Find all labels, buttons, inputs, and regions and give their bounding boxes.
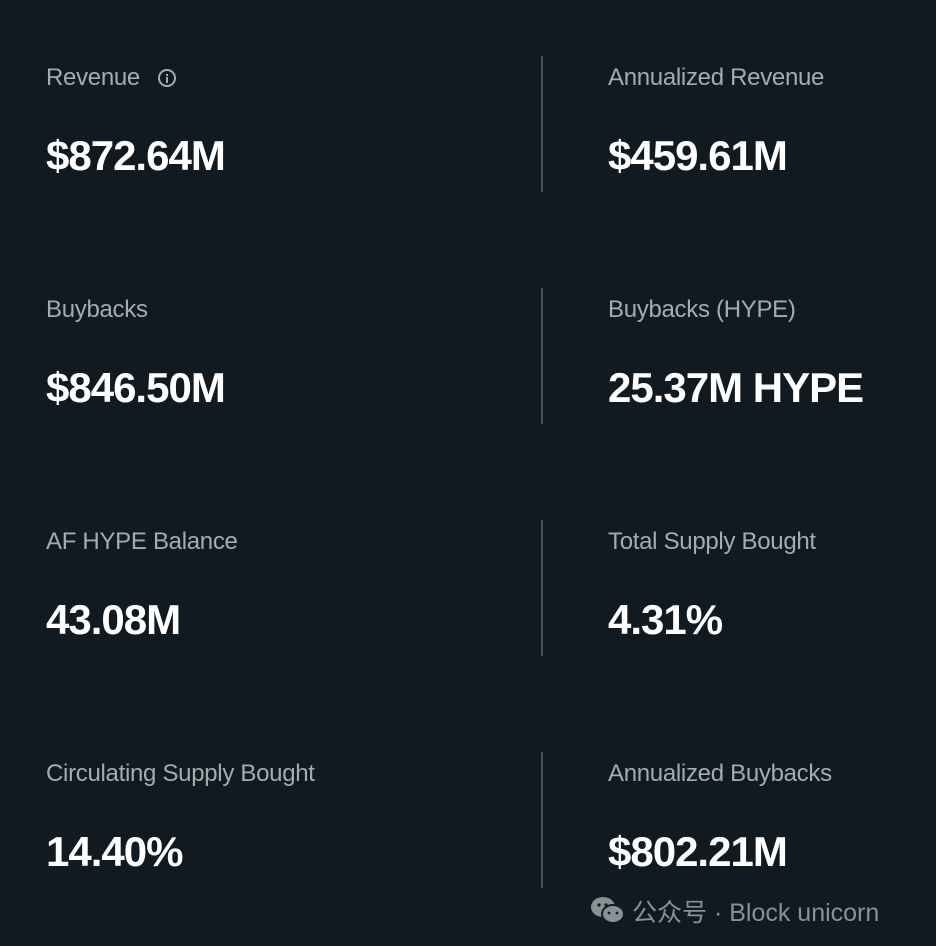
- watermark-text: 公众号 · Block unicorn: [632, 899, 880, 927]
- divider: [541, 56, 543, 192]
- metric-label: Annualized Buybacks: [608, 760, 832, 787]
- divider: [541, 520, 543, 656]
- metric-row: AF HYPE Balance 43.08M Total Supply Boug…: [0, 520, 936, 656]
- wechat-icon: [591, 897, 625, 924]
- divider: [541, 288, 543, 424]
- metric-label: AF HYPE Balance: [46, 528, 238, 555]
- metric-row: Buybacks $846.50M Buybacks (HYPE) 25.37M…: [0, 288, 936, 424]
- divider: [541, 752, 543, 888]
- metric-value: 43.08M: [46, 596, 181, 643]
- metric-label: Total Supply Bought: [608, 528, 816, 555]
- metric-row: Circulating Supply Bought 14.40% Annuali…: [0, 752, 936, 888]
- metric-value: 4.31%: [608, 596, 723, 643]
- metric-row: Revenue $872.64M Annualized Revenue $459…: [0, 56, 936, 192]
- metric-value: 25.37M HYPE: [608, 364, 864, 411]
- info-icon[interactable]: [157, 69, 176, 87]
- metric-value: $459.61M: [608, 132, 788, 179]
- metric-value: $846.50M: [46, 364, 226, 411]
- metric-value: $872.64M: [46, 132, 226, 179]
- metric-value: $802.21M: [608, 828, 788, 875]
- metric-label: Buybacks (HYPE): [608, 296, 796, 323]
- metric-value: 14.40%: [46, 828, 183, 875]
- watermark: 公众号 · Block unicorn: [590, 893, 879, 929]
- metric-label: Circulating Supply Bought: [46, 760, 315, 787]
- metric-label: Buybacks: [46, 296, 148, 323]
- metric-label: Revenue: [46, 64, 140, 91]
- metric-label: Annualized Revenue: [608, 64, 825, 91]
